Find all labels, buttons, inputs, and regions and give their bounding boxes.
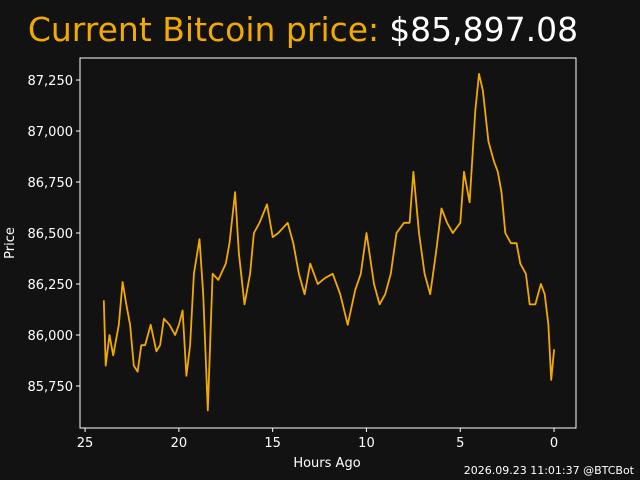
chart-title: Current Bitcoin price: $85,897.08 <box>28 10 578 49</box>
y-tick-label: 87,250 <box>28 74 74 89</box>
x-tick-label: 5 <box>456 436 464 451</box>
x-tick-label: 0 <box>550 436 558 451</box>
x-axis-label: Hours Ago <box>293 456 360 471</box>
x-tick-label: 20 <box>171 436 188 451</box>
y-tick-label: 85,750 <box>28 380 74 395</box>
x-tick-label: 10 <box>358 436 375 451</box>
y-axis-label: Price <box>3 227 18 259</box>
title-text: Current Bitcoin price: <box>28 10 379 49</box>
current-price: $85,897.08 <box>389 10 578 49</box>
plot-frame <box>79 57 577 429</box>
y-tick-label: 86,750 <box>28 176 74 191</box>
x-tick-label: 25 <box>77 436 94 451</box>
y-tick-label: 87,000 <box>28 125 74 140</box>
footer: 2026.09.23 11:01:37 @BTCBot <box>464 464 635 477</box>
y-tick-label: 86,250 <box>28 278 74 293</box>
y-tick-label: 86,500 <box>28 227 74 242</box>
y-tick-label: 86,000 <box>28 329 74 344</box>
price-line <box>102 73 555 412</box>
x-tick-label: 15 <box>264 436 281 451</box>
